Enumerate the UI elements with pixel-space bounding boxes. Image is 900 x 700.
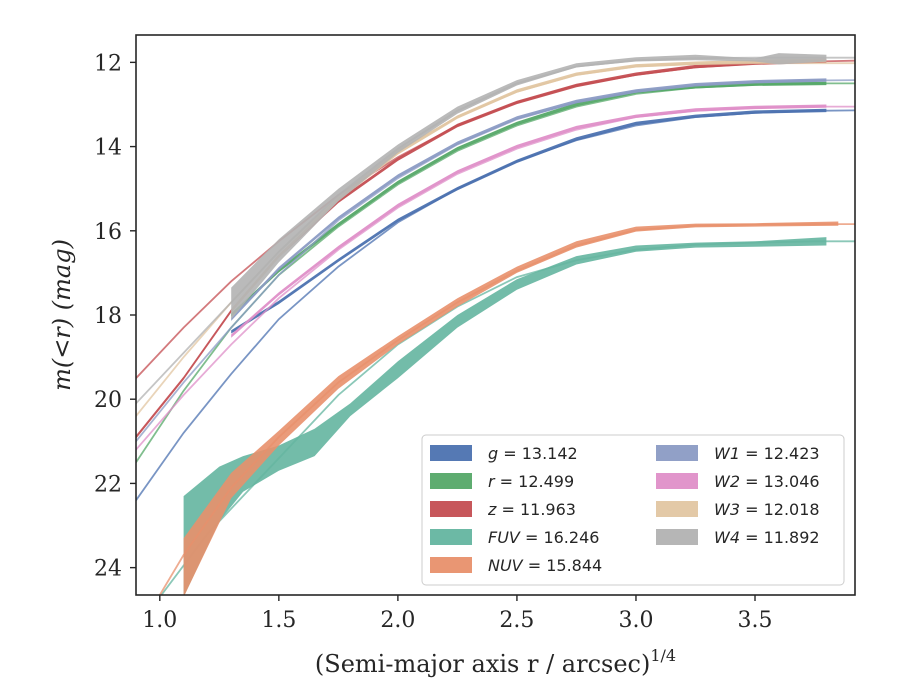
y-tick-label: 14	[94, 136, 122, 161]
legend-swatch-z	[430, 501, 472, 517]
legend-label-g: g = 13.142	[488, 444, 578, 463]
y-tick-label: 12	[94, 51, 122, 76]
legend-swatch-w4	[656, 529, 698, 545]
series-nuv-fit	[158, 223, 855, 595]
series-fuv-fit	[160, 240, 855, 595]
legend-swatch-w3	[656, 501, 698, 517]
legend-frame	[421, 434, 845, 586]
series-w1	[136, 78, 855, 442]
series-w4-fit	[136, 56, 855, 405]
x-tick-label: 3.0	[618, 608, 653, 633]
series-nuv-band	[183, 221, 839, 595]
axis-ticks: 1.0 1.5 2.0 2.5 3.0 3.5 12 14 16 18 20 22 24	[94, 51, 773, 633]
series-fuv	[160, 237, 855, 595]
series-w2	[136, 104, 855, 451]
legend-label-nuv: NUV = 15.844	[488, 556, 602, 575]
x-axis-label-superscript: 1/4	[650, 646, 676, 665]
x-tick-label: 2.0	[380, 608, 415, 633]
series-w2-fit	[136, 105, 855, 451]
legend-swatch-w1	[656, 445, 698, 461]
series-g-fit	[136, 109, 855, 501]
y-axis-label: m(<r) (mag)	[48, 239, 76, 391]
y-tick-label: 18	[94, 304, 122, 329]
legend-swatch-g	[430, 445, 472, 461]
x-tick-label: 3.5	[738, 608, 773, 633]
legend-swatch-nuv	[430, 557, 472, 573]
legend-label-r: r = 12.499	[488, 472, 574, 491]
series-nuv	[158, 221, 855, 595]
legend-label-w3: W3 = 12.018	[714, 500, 820, 519]
y-tick-label: 22	[94, 472, 122, 497]
x-axis-label-text: (Semi-major axis r / arcsec)	[315, 650, 650, 678]
plot-series-layer	[136, 53, 855, 595]
legend-label-w1: W1 = 12.423	[714, 444, 820, 463]
legend-label-w2: W2 = 13.046	[714, 472, 820, 491]
y-tick-label: 20	[94, 388, 122, 413]
legend-label-w4: W4 = 11.892	[714, 528, 820, 547]
series-w4	[136, 53, 855, 405]
x-tick-label: 1.5	[261, 608, 296, 633]
series-g	[136, 108, 855, 501]
x-tick-label: 2.5	[499, 608, 534, 633]
y-tick-label: 24	[94, 557, 122, 582]
legend-swatch-r	[430, 473, 472, 489]
y-tick-label: 16	[94, 220, 122, 245]
x-axis-label: (Semi-major axis r / arcsec)1/4	[315, 646, 676, 678]
legend-swatch-fuv	[430, 529, 472, 545]
legend-swatch-w2	[656, 473, 698, 489]
series-w1-fit	[136, 79, 855, 442]
x-tick-label: 1.0	[142, 608, 177, 633]
legend-label-fuv: FUV = 16.246	[488, 528, 599, 547]
legend-label-z: z = 11.963	[487, 500, 576, 519]
legend: g = 13.142 r = 12.499 z = 11.963 FUV = 16.2…	[421, 434, 845, 586]
